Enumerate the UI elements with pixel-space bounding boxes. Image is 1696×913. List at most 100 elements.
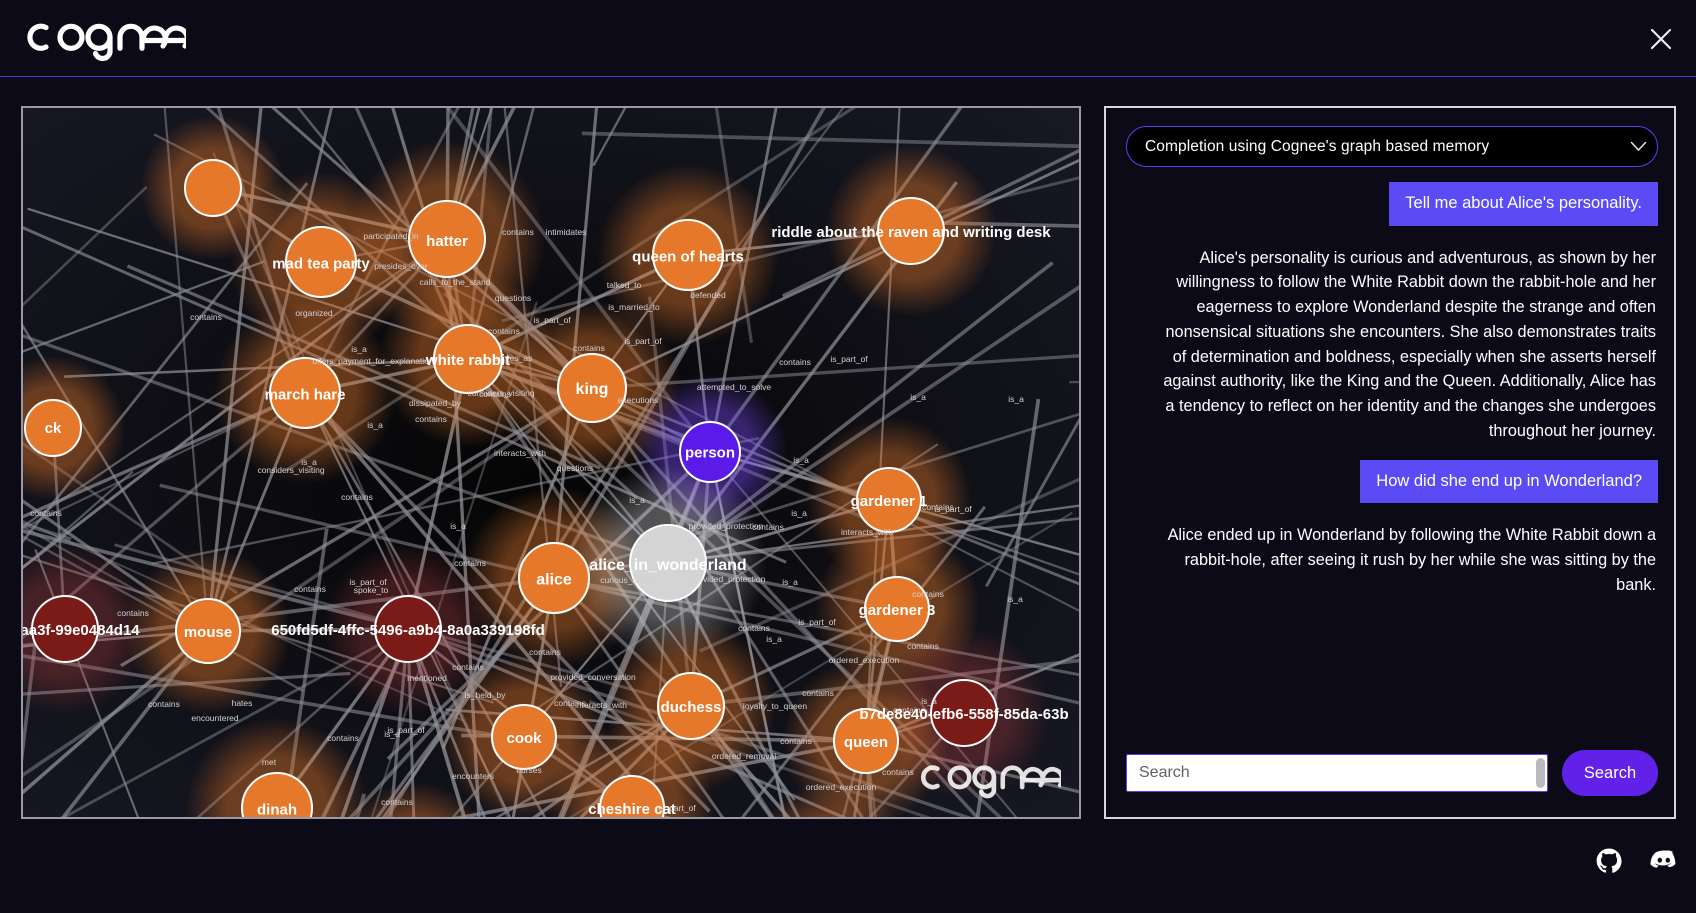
search-input-wrapper	[1126, 754, 1548, 792]
graph-node-label: gardener 3	[859, 602, 936, 619]
graph-edge-label: interacts_with	[575, 700, 627, 710]
github-icon[interactable]	[1596, 848, 1622, 879]
graph-edge	[667, 504, 1079, 565]
graph-edge-label: participated_in	[363, 231, 419, 241]
graph-node[interactable]	[864, 576, 930, 642]
graph-edge-label: spoke_to	[354, 585, 389, 595]
graph-node[interactable]	[599, 775, 665, 817]
graph-edge-label: contains	[573, 343, 605, 353]
graph-edge-label: contains	[479, 389, 511, 399]
graph-edge-label: contains	[148, 699, 180, 709]
graph-edge	[708, 108, 778, 453]
graph-edge-label: hates	[232, 698, 253, 708]
assistant-text: Alice ended up in Wonderland by followin…	[1167, 526, 1656, 594]
graph-node[interactable]	[856, 467, 922, 533]
search-input-scrollbar[interactable]	[1536, 758, 1545, 788]
graph-node-label: cheshire cat	[588, 801, 676, 817]
graph-node[interactable]	[877, 197, 945, 265]
graph-node-glow	[766, 782, 898, 817]
graph-edge-label: contains	[30, 508, 62, 518]
graph-edge-label: contains	[893, 705, 925, 715]
graph-node[interactable]	[31, 595, 99, 663]
graph-node[interactable]	[629, 524, 707, 602]
graph-edge-label: contains	[802, 688, 834, 698]
user-bubble: How did she end up in Wonderland?	[1360, 459, 1658, 504]
graph-edge-label: ordered_removal	[712, 751, 776, 761]
graph-node-label: mad tea party	[272, 255, 370, 272]
app-header	[0, 0, 1696, 77]
graph-edge-label: contains	[381, 797, 413, 807]
graph-node-label: ck	[45, 420, 62, 437]
graph-edge	[446, 108, 493, 240]
graph-node-glow	[548, 724, 716, 817]
graph-node[interactable]	[269, 357, 341, 429]
graph-node[interactable]	[285, 226, 357, 298]
graph-edge-label: is_a	[766, 634, 782, 644]
graph-edge-label: contains	[779, 357, 811, 367]
discord-icon[interactable]	[1650, 850, 1678, 877]
graph-node[interactable]	[433, 324, 503, 394]
cognee-logo	[16, 10, 186, 66]
search-input[interactable]	[1126, 754, 1548, 792]
graph-node[interactable]	[374, 595, 442, 663]
graph-edge	[23, 185, 148, 307]
graph-edge-label: considers_visiting	[467, 388, 534, 398]
graph-node[interactable]	[652, 219, 724, 291]
graph-edge-label: contains	[554, 698, 586, 708]
graph-node-label: duchess	[661, 699, 722, 716]
graph-node[interactable]	[679, 421, 741, 483]
graph-node[interactable]	[24, 399, 82, 457]
graph-edge-label: is_a	[301, 457, 317, 467]
graph-node-labels: hatter mad tea party march hare white rabbi…	[23, 224, 1069, 817]
graph-node-label: cook	[506, 730, 542, 747]
graph-edge	[591, 354, 1079, 390]
graph-node-label: hatter	[426, 233, 468, 250]
graph-edge	[581, 131, 1079, 149]
graph-edge	[389, 628, 410, 817]
graph-node[interactable]	[184, 159, 242, 217]
graph-node[interactable]	[241, 772, 313, 817]
graph-node[interactable]	[557, 353, 627, 423]
chat-message-list[interactable]: Tell me about Alice's personality. Alice'…	[1126, 182, 1658, 742]
graph-node-label: mouse	[184, 624, 232, 641]
graph-edge-label: contains	[327, 733, 359, 743]
graph-node[interactable]	[175, 598, 241, 664]
close-button[interactable]	[1640, 18, 1682, 60]
graph-edge-label: is_a	[384, 729, 400, 739]
graph-node[interactable]	[491, 704, 557, 770]
graph-edge-label: is_held_by	[465, 690, 506, 700]
graph-edge-label: is_married_to	[608, 302, 660, 312]
graph-edge-label: is_part_of	[830, 354, 868, 364]
graph-edge-label: is_part_of	[533, 315, 571, 325]
chevron-down-icon[interactable]	[1619, 141, 1657, 152]
graph-node-glow	[349, 782, 481, 817]
graph-edge	[880, 219, 1079, 228]
graph-node[interactable]	[930, 679, 998, 747]
graph-edge-labels: contains organized participated_in contains…	[30, 227, 1024, 813]
graph-node[interactable]	[518, 542, 590, 614]
user-bubble: Tell me about Alice's personality.	[1389, 182, 1658, 226]
graph-node-label: king	[576, 381, 609, 398]
graph-node[interactable]	[657, 672, 725, 740]
search-row: Search	[1126, 749, 1658, 797]
graph-edge-label: dissipated_by	[409, 398, 462, 408]
graph-edge-label: is_a	[921, 696, 937, 706]
graph-edge	[729, 108, 845, 257]
graph-node[interactable]	[408, 200, 486, 278]
graph-edge-label: provided_protection	[691, 574, 766, 584]
search-button[interactable]: Search	[1562, 750, 1658, 796]
graph-edge-label: curious_about	[600, 575, 654, 585]
graph-edge-label: contains	[454, 558, 486, 568]
graph-edge-label: interacts_with	[494, 448, 546, 458]
search-mode-dropdown[interactable]: Completion using Cognee's graph based me…	[1126, 126, 1658, 167]
graph-edge-label: contains	[907, 641, 939, 651]
graph-node-label: queen of hearts	[632, 248, 744, 265]
graph-edge	[445, 108, 450, 240]
graph-node[interactable]	[833, 708, 899, 774]
graph-canvas[interactable]: contains organized participated_in contains…	[23, 108, 1079, 817]
chat-message-user: How did she end up in Wonderland?	[1126, 459, 1658, 504]
graph-edge-label: contains	[502, 227, 534, 237]
graph-edge	[348, 629, 523, 817]
graph-edge-label: provided_protection	[689, 521, 764, 531]
graph-visualization-panel[interactable]: contains organized participated_in contains…	[21, 106, 1081, 819]
